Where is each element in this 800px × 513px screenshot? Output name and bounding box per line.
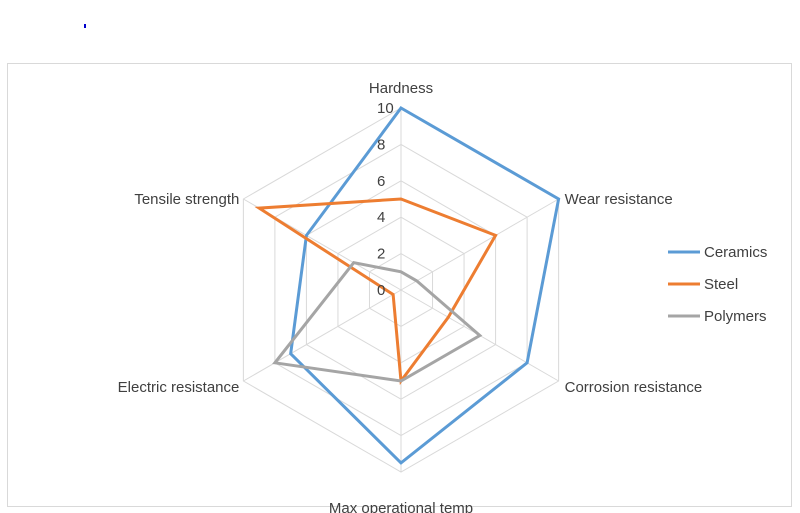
- series-line-polymers: [272, 261, 483, 383]
- radial-tick-labels: 0 2 4 6 8 10: [377, 100, 394, 299]
- tick-label-10: 10: [377, 100, 394, 117]
- tick-label-6: 6: [377, 173, 385, 190]
- tick-label-0: 0: [377, 282, 385, 299]
- legend: Ceramics Steel Polymers: [668, 244, 767, 325]
- blue-marker-dot: [84, 24, 86, 28]
- category-label-hardness: Hardness: [369, 80, 433, 97]
- legend-label-ceramics: Ceramics: [704, 244, 767, 261]
- radar-series: [254, 106, 561, 465]
- category-label-tensile-strength: Tensile strength: [134, 191, 239, 208]
- series-line-ceramics: [289, 106, 561, 465]
- radar-spokes: [243, 108, 559, 472]
- chart-area: [7, 63, 792, 507]
- category-labels: Hardness Wear resistance Corrosion resista…: [118, 80, 703, 513]
- legend-label-steel: Steel: [704, 276, 738, 293]
- grid-spoke: [400, 198, 559, 291]
- grid-spoke: [243, 289, 402, 382]
- category-label-max-operational-temp: Max operational temp: [329, 500, 473, 513]
- category-label-electric-resistance: Electric resistance: [118, 379, 240, 396]
- tick-label-8: 8: [377, 136, 385, 153]
- category-label-corrosion-resistance: Corrosion resistance: [565, 379, 703, 396]
- tick-label-2: 2: [377, 246, 385, 263]
- tick-label-4: 4: [377, 209, 385, 226]
- category-label-wear-resistance: Wear resistance: [565, 191, 673, 208]
- legend-label-polymers: Polymers: [704, 308, 767, 325]
